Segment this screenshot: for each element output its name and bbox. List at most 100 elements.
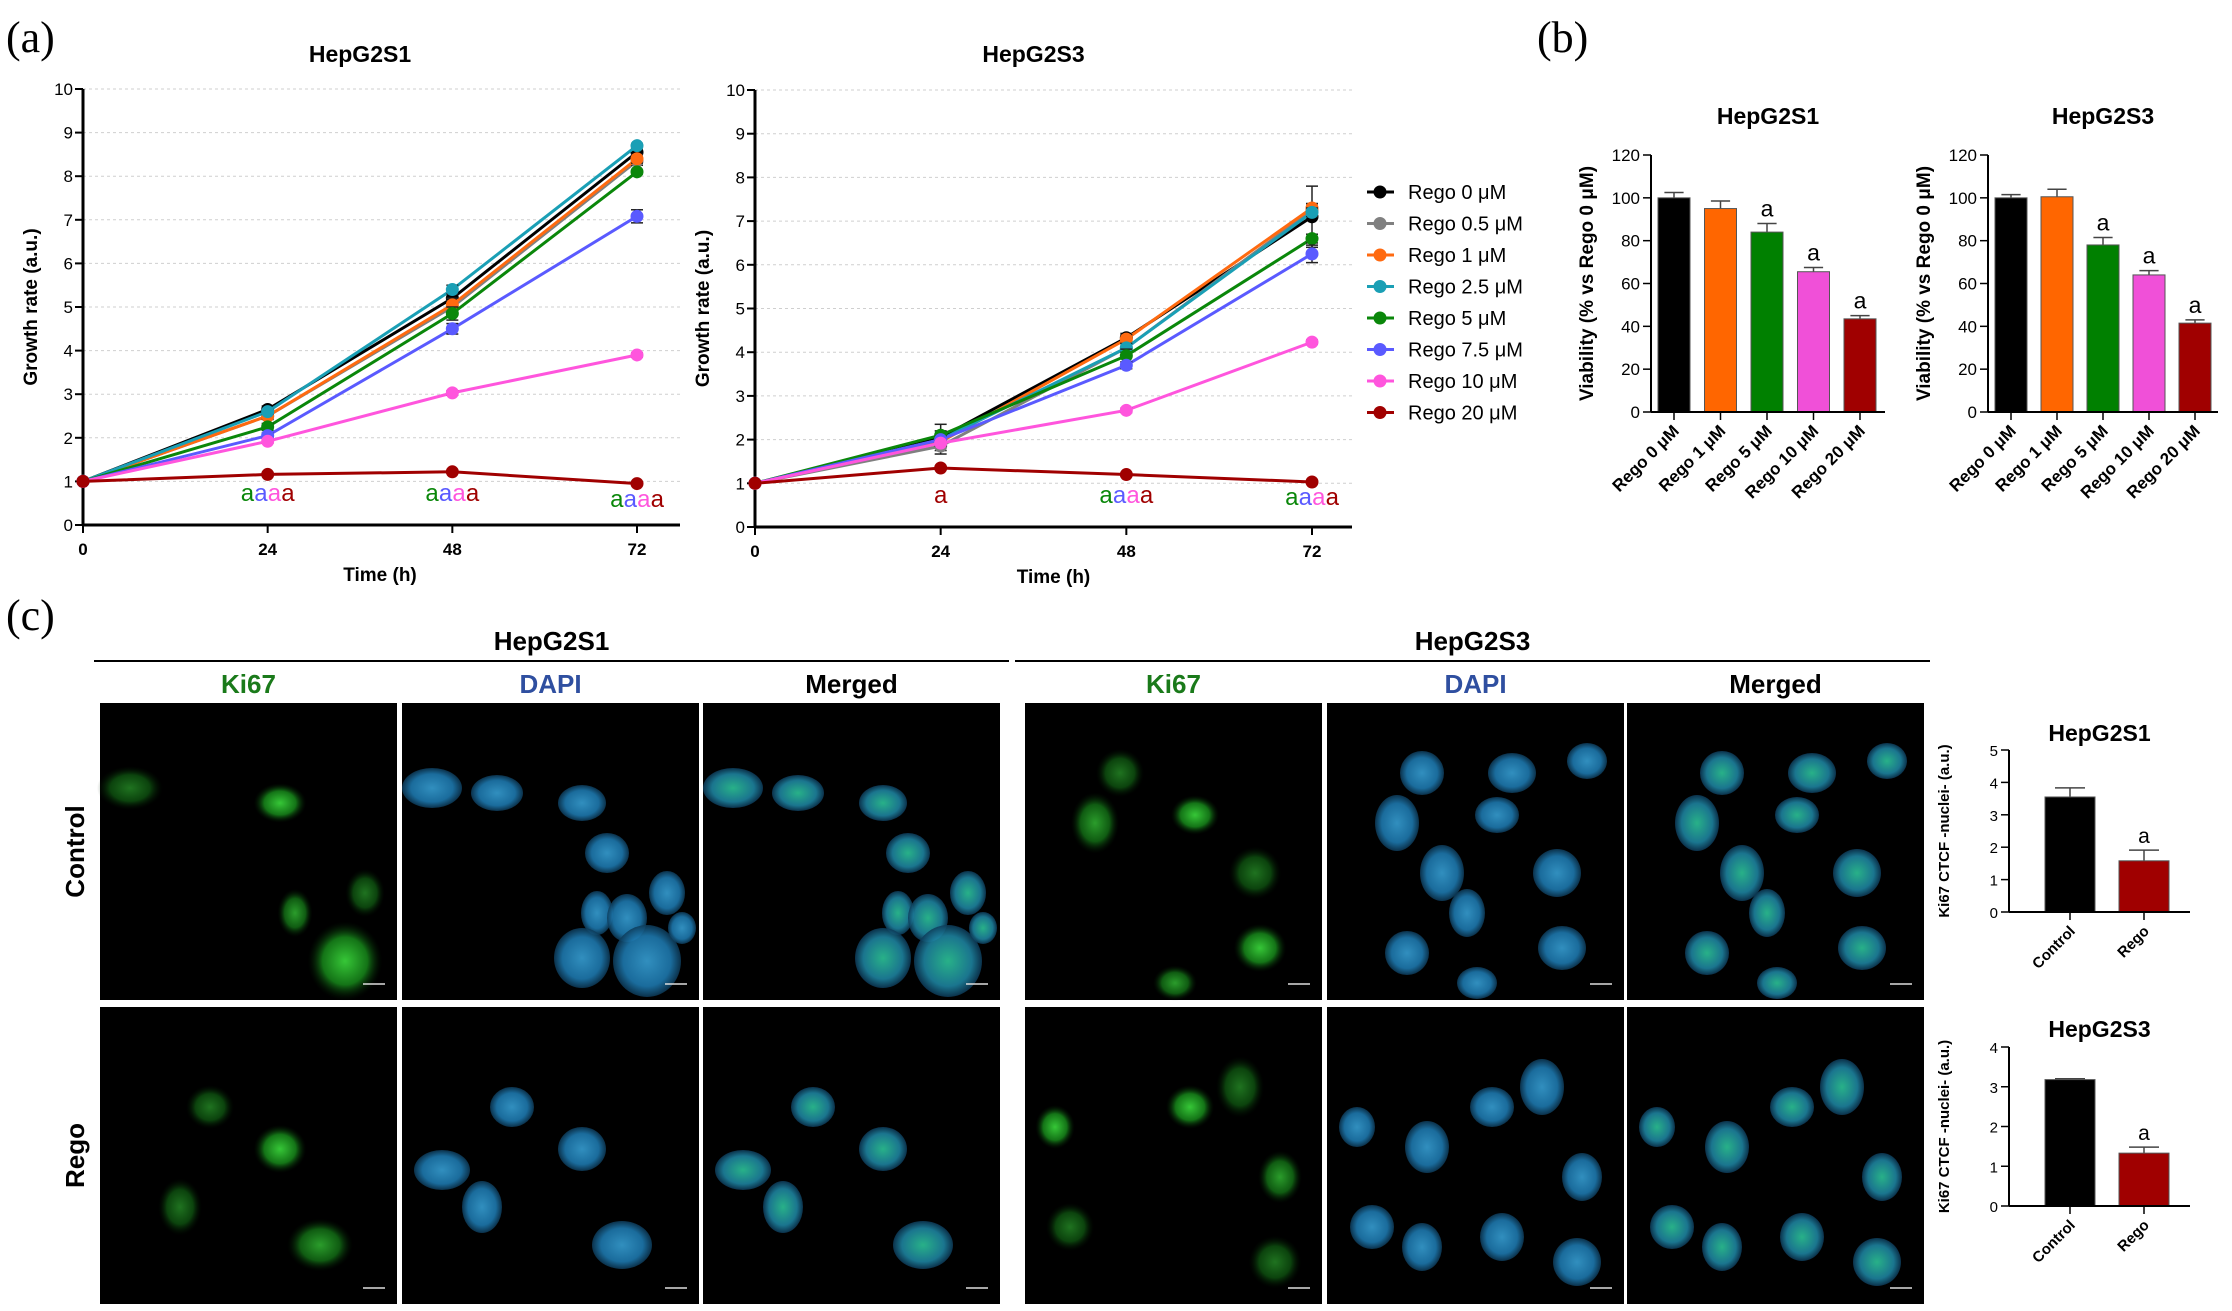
nucleus bbox=[1650, 1205, 1694, 1249]
column-header: Ki67 bbox=[1146, 669, 1201, 699]
nucleus bbox=[581, 891, 613, 935]
micrograph-ki67-rego bbox=[100, 1007, 397, 1304]
data-point bbox=[261, 467, 275, 481]
data-point bbox=[1305, 232, 1319, 246]
x-tick-label: 48 bbox=[443, 540, 462, 559]
series-line bbox=[82, 151, 638, 483]
nucleus bbox=[253, 1124, 307, 1174]
y-tick-label: 60 bbox=[1621, 275, 1640, 294]
significance-letter: a bbox=[254, 480, 268, 507]
data-point bbox=[445, 386, 459, 400]
significance-letter: a bbox=[268, 480, 282, 507]
nucleus bbox=[1720, 845, 1764, 901]
series-line bbox=[82, 215, 638, 483]
x-tick-label: Rego bbox=[2114, 1217, 2153, 1256]
y-tick-label: 9 bbox=[64, 124, 73, 143]
legend-item: Rego 7.5 μM bbox=[1367, 340, 1523, 362]
nucleus bbox=[1035, 1105, 1075, 1149]
significance-letter: a bbox=[934, 482, 948, 509]
nucleus bbox=[1228, 846, 1282, 900]
nucleus bbox=[668, 912, 696, 944]
significance-letter: a bbox=[1140, 482, 1154, 509]
nucleus bbox=[1770, 1087, 1814, 1127]
bar bbox=[2178, 322, 2212, 413]
nucleus bbox=[1153, 965, 1197, 1001]
nucleus bbox=[950, 871, 986, 915]
x-tick-label: 24 bbox=[931, 542, 950, 561]
chart-title: HepG2S3 bbox=[2052, 103, 2154, 129]
data-point bbox=[630, 139, 644, 153]
micrograph-merged-control bbox=[703, 703, 1000, 1000]
nucleus bbox=[1639, 1107, 1675, 1147]
nucleus bbox=[859, 785, 907, 821]
y-tick-label: 3 bbox=[1990, 1080, 1998, 1097]
nucleus bbox=[1780, 1213, 1824, 1261]
micrograph-merged-control bbox=[1627, 703, 1924, 1000]
series-5 bbox=[748, 244, 1319, 490]
legend-label: Rego 1 μM bbox=[1408, 245, 1506, 267]
significance-letter: a bbox=[624, 486, 638, 513]
nucleus bbox=[1457, 967, 1497, 999]
chart-title: HepG2S1 bbox=[1717, 103, 1819, 129]
nucleus bbox=[1838, 926, 1886, 970]
legend-marker bbox=[1373, 280, 1387, 293]
significance-letter: a bbox=[2097, 209, 2110, 235]
nucleus bbox=[1449, 889, 1485, 937]
significance-letter: a bbox=[1326, 484, 1340, 511]
series-3 bbox=[748, 205, 1319, 490]
nucleus bbox=[1749, 889, 1785, 937]
y-tick-label: 5 bbox=[64, 298, 73, 317]
legend-marker bbox=[1373, 217, 1387, 230]
column-header: Ki67 bbox=[221, 669, 276, 699]
series-line bbox=[754, 215, 1313, 485]
chart-title: HepG2S3 bbox=[2048, 1016, 2150, 1042]
significance-letter: a bbox=[1761, 196, 1774, 222]
significance-letter: a bbox=[1299, 484, 1313, 511]
x-axis-label: Time (h) bbox=[343, 565, 417, 586]
nucleus bbox=[1402, 1223, 1442, 1271]
y-tick-label: 6 bbox=[64, 254, 73, 273]
legend-label: Rego 0 μM bbox=[1408, 182, 1506, 204]
y-tick-label: 0 bbox=[1990, 1199, 1998, 1216]
row-label: Rego bbox=[60, 1123, 90, 1188]
nucleus bbox=[1757, 967, 1797, 999]
series-1 bbox=[748, 202, 1319, 490]
data-point bbox=[445, 322, 459, 336]
significance-letter: a bbox=[1113, 482, 1127, 509]
nucleus bbox=[414, 1150, 470, 1190]
y-axis-label: Viability (% vs Rego 0 μM) bbox=[1914, 166, 1935, 401]
significance-letter: a bbox=[466, 480, 480, 507]
line-chart-legend: Rego 0 μM Rego 0.5 μM Rego 1 μM Rego 2.5 μM… bbox=[1367, 182, 1523, 425]
y-tick-label: 7 bbox=[64, 211, 73, 230]
legend-label: Rego 2.5 μM bbox=[1408, 277, 1523, 299]
significance-letter: a bbox=[439, 480, 453, 507]
legend-label: Rego 5 μM bbox=[1408, 308, 1506, 330]
bar bbox=[2040, 196, 2074, 413]
data-point bbox=[76, 474, 90, 488]
nucleus bbox=[158, 1178, 202, 1236]
data-point bbox=[1305, 247, 1319, 261]
data-point bbox=[1305, 205, 1319, 219]
y-tick-label: 20 bbox=[1621, 360, 1640, 379]
data-point bbox=[630, 152, 644, 166]
y-axis-label: Viability (% vs Rego 0 μM) bbox=[1577, 166, 1598, 401]
series-line bbox=[754, 466, 1313, 485]
bar bbox=[1750, 231, 1784, 413]
nucleus bbox=[1400, 751, 1444, 795]
significance-letter: a bbox=[281, 480, 295, 507]
series-6 bbox=[76, 348, 644, 488]
y-tick-label: 80 bbox=[1958, 232, 1977, 251]
nucleus bbox=[1165, 1085, 1215, 1129]
y-tick-label: 7 bbox=[736, 212, 745, 231]
nucleus bbox=[1070, 792, 1120, 854]
bar bbox=[1797, 271, 1830, 413]
series-line bbox=[754, 237, 1313, 485]
y-tick-label: 1 bbox=[1990, 873, 1998, 890]
significance-letter: a bbox=[425, 480, 439, 507]
microscopy-panel: HepG2S1 Ki67 DAPI Merged HepG2S3 Ki67 DAPI Merg… bbox=[60, 626, 1930, 1304]
legend-marker bbox=[1373, 374, 1387, 388]
legend-item: Rego 1 μM bbox=[1367, 245, 1506, 267]
nucleus bbox=[558, 785, 606, 821]
significance-letter: a bbox=[1312, 484, 1326, 511]
